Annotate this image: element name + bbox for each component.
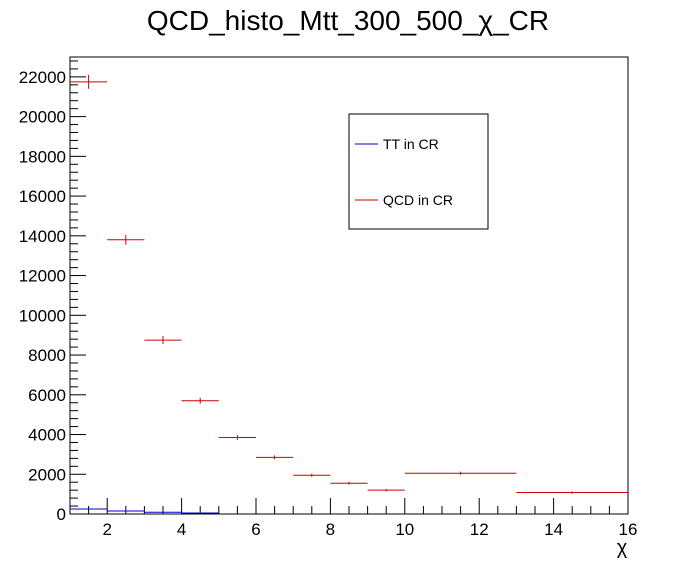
series-tt-in-cr <box>70 508 219 514</box>
y-tick-label: 18000 <box>19 147 66 166</box>
legend-label-qcd: QCD in CR <box>383 192 453 208</box>
y-tick-label: 10000 <box>19 306 66 325</box>
legend-box <box>348 113 489 230</box>
x-tick-label: 16 <box>619 520 638 539</box>
legend: TT in CR QCD in CR <box>348 113 489 230</box>
y-tick-label: 22000 <box>19 68 66 87</box>
legend-label-tt: TT in CR <box>383 136 439 152</box>
x-axis-label: χ <box>617 537 628 559</box>
chart-title: QCD_histo_Mtt_300_500_χ_CR <box>147 5 549 36</box>
x-axis: 2 4 6 8 10 12 14 16 <box>69 498 638 539</box>
y-tick-label: 2000 <box>28 465 66 484</box>
x-tick-label: 14 <box>544 520 563 539</box>
y-tick-label: 4000 <box>28 426 66 445</box>
series-qcd-in-cr <box>70 74 628 494</box>
y-tick-label: 16000 <box>19 187 66 206</box>
y-tick-label: 0 <box>57 505 66 524</box>
series-layer <box>70 74 628 514</box>
x-tick-label: 2 <box>102 520 111 539</box>
y-tick-label: 6000 <box>28 386 66 405</box>
x-tick-label: 12 <box>470 520 489 539</box>
y-axis: 0 2000 4000 6000 8000 10000 12000 14000 16000 180… <box>19 60 86 524</box>
y-tick-label: 8000 <box>28 346 66 365</box>
y-tick-label: 12000 <box>19 267 66 286</box>
x-tick-label: 8 <box>326 520 335 539</box>
y-tick-label: 14000 <box>19 227 66 246</box>
x-tick-label: 4 <box>177 520 186 539</box>
x-tick-label: 10 <box>395 520 414 539</box>
y-tick-label: 20000 <box>19 108 66 127</box>
x-tick-label: 6 <box>251 520 260 539</box>
